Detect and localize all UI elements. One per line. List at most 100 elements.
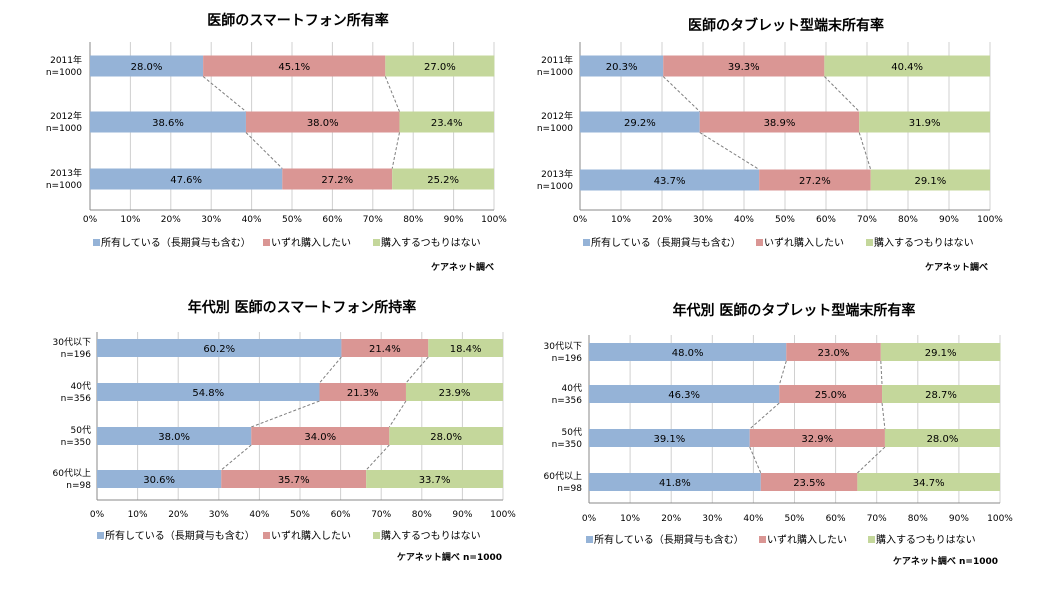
x-tick-label: 30% bbox=[693, 215, 713, 225]
x-tick-label: 60% bbox=[322, 215, 342, 225]
bar-segment bbox=[859, 111, 990, 133]
bar-segment bbox=[341, 339, 429, 357]
category-label: 50代 bbox=[562, 427, 582, 438]
x-tick-label: 40% bbox=[734, 215, 754, 225]
bar-segment bbox=[589, 385, 780, 403]
data-label: 29.1% bbox=[914, 176, 946, 187]
legend-swatch bbox=[868, 536, 875, 543]
legend-swatch bbox=[93, 239, 100, 246]
bar-segment bbox=[399, 111, 494, 133]
category-label: 60代以上 bbox=[53, 468, 91, 479]
legend-swatch bbox=[866, 239, 873, 246]
data-label: 27.2% bbox=[799, 176, 831, 187]
x-tick-label: 40% bbox=[249, 510, 269, 520]
series-connector-line bbox=[384, 76, 400, 112]
bar-segment bbox=[245, 111, 400, 133]
x-tick-label: 60% bbox=[826, 514, 846, 524]
data-label: 34.7% bbox=[913, 478, 945, 489]
data-label: 23.9% bbox=[439, 388, 471, 399]
data-label: 28.0% bbox=[430, 432, 462, 443]
legend-label: 購入するつもりはない bbox=[876, 533, 976, 546]
x-tick-label: 30% bbox=[209, 510, 229, 520]
legend-label: 所有している（長期貸与も含む） bbox=[591, 236, 741, 249]
x-tick-label: 60% bbox=[816, 215, 836, 225]
x-tick-label: 100% bbox=[490, 510, 516, 520]
category-label: 50代 bbox=[71, 425, 91, 436]
legend-swatch bbox=[373, 532, 380, 539]
bar-segment bbox=[428, 339, 503, 357]
chart-panel-2: 医師のタブレット型端末所有率 0% 10% 20% 30% 40% 50% 60% 70% 80%… bbox=[537, 17, 1003, 273]
legend-label: 所有している（長期貸与も含む） bbox=[101, 236, 251, 249]
legend-label: いずれ購入したい bbox=[764, 236, 844, 249]
x-tick-label: 10% bbox=[128, 510, 148, 520]
category-sublabel: n=196 bbox=[552, 354, 583, 364]
legend-label: 所有している（長期貸与も含む） bbox=[594, 533, 744, 546]
legend-label: 所有している（長期貸与も含む） bbox=[105, 529, 255, 542]
category-sublabel: n=98 bbox=[557, 484, 582, 494]
data-label: 18.4% bbox=[450, 344, 482, 355]
bar-segment bbox=[221, 470, 367, 488]
series-connector-line bbox=[220, 444, 252, 471]
series-connector-line bbox=[662, 76, 701, 112]
data-label: 54.8% bbox=[192, 388, 224, 399]
data-label: 38.0% bbox=[307, 118, 339, 129]
legend-swatch bbox=[97, 532, 104, 539]
source-note: ケアネット調べ n=1000 bbox=[893, 555, 998, 567]
x-tick-label: 30% bbox=[702, 514, 722, 524]
data-label: 27.2% bbox=[321, 175, 353, 186]
legend-label: 購入するつもりはない bbox=[381, 529, 481, 542]
series-connector-line bbox=[881, 402, 886, 430]
data-label: 46.3% bbox=[668, 390, 700, 401]
category-label: 2012年 bbox=[50, 110, 82, 122]
bar-segment bbox=[663, 55, 825, 77]
category-label: 2011年 bbox=[50, 54, 82, 66]
bar-segment bbox=[699, 111, 860, 133]
chart-title: 年代別 医師のスマートフォン所持率 bbox=[188, 299, 416, 316]
x-tick-label: 50% bbox=[775, 215, 795, 225]
series-connector-line bbox=[880, 360, 883, 386]
x-tick-label: 10% bbox=[611, 215, 631, 225]
data-label: 23.0% bbox=[818, 348, 850, 359]
data-label: 21.3% bbox=[347, 388, 379, 399]
bar-segment bbox=[90, 168, 283, 190]
x-tick-label: 80% bbox=[898, 215, 918, 225]
data-label: 25.2% bbox=[427, 175, 459, 186]
x-tick-label: 20% bbox=[652, 215, 672, 225]
data-label: 30.6% bbox=[143, 475, 175, 486]
legend-swatch bbox=[586, 536, 593, 543]
category-label: 30代以下 bbox=[544, 341, 582, 352]
x-tick-label: 90% bbox=[949, 514, 969, 524]
category-label: 2011年 bbox=[541, 54, 573, 66]
x-tick-label: 70% bbox=[857, 215, 877, 225]
x-tick-label: 0% bbox=[83, 215, 98, 225]
data-label: 39.3% bbox=[728, 62, 760, 73]
bar-segment bbox=[580, 111, 700, 133]
bar-segment bbox=[392, 168, 494, 190]
data-label: 31.9% bbox=[909, 118, 941, 129]
data-label: 23.5% bbox=[793, 478, 825, 489]
series-connector-line bbox=[365, 444, 390, 471]
bar-segment bbox=[884, 429, 1000, 447]
bar-segment bbox=[282, 168, 393, 190]
bar-segment bbox=[749, 429, 885, 447]
data-label: 43.7% bbox=[654, 176, 686, 187]
chart-panel-4: 年代別 医師のタブレット型端末所有率 0% 10% 20% 30% 40% 50% 60% 70… bbox=[544, 302, 1014, 567]
bar-segment bbox=[405, 383, 503, 401]
category-label: 30代以下 bbox=[53, 337, 91, 348]
data-label: 39.1% bbox=[653, 434, 685, 445]
x-tick-label: 50% bbox=[282, 215, 302, 225]
category-label: 2013年 bbox=[50, 167, 82, 179]
category-label: 40代 bbox=[562, 383, 582, 394]
series-connector-line bbox=[858, 132, 872, 170]
x-tick-label: 100% bbox=[481, 215, 507, 225]
x-tick-label: 40% bbox=[242, 215, 262, 225]
bar-segment bbox=[882, 385, 1000, 403]
legend-swatch bbox=[263, 532, 270, 539]
data-label: 38.0% bbox=[158, 432, 190, 443]
legend-swatch bbox=[263, 239, 270, 246]
data-label: 40.4% bbox=[891, 62, 923, 73]
data-label: 38.9% bbox=[764, 118, 796, 129]
bar-segment bbox=[580, 55, 664, 77]
bar-segment bbox=[589, 429, 750, 447]
